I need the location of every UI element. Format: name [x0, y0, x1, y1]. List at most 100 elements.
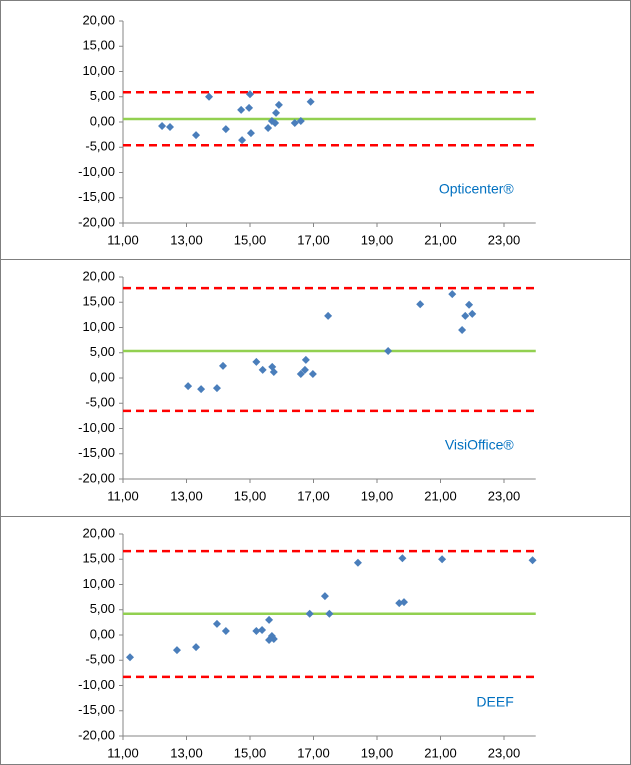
annotation: DEEF: [476, 694, 513, 710]
y-tick-label: 15,00: [82, 38, 115, 53]
y-tick-label: 5,00: [90, 344, 115, 359]
y-tick-label: 0,00: [90, 626, 115, 641]
point: [416, 300, 425, 309]
point: [192, 643, 201, 652]
y-tick-label: -15,00: [78, 445, 115, 460]
point: [246, 90, 254, 99]
y-tick-label: -5,00: [85, 395, 115, 410]
point: [296, 116, 305, 125]
y-tick-label: -20,00: [78, 470, 115, 485]
point: [384, 346, 393, 355]
point: [252, 626, 261, 635]
point: [264, 124, 273, 133]
y-tick-label: 15,00: [82, 294, 115, 309]
point: [308, 369, 317, 378]
point: [465, 300, 474, 309]
x-tick-label: 15,00: [234, 232, 267, 247]
x-tick-label: 13,00: [170, 488, 203, 503]
point: [246, 129, 255, 138]
y-tick-label: 5,00: [90, 601, 115, 616]
y-tick-label: -15,00: [78, 702, 115, 717]
point: [265, 615, 274, 624]
y-tick-label: 0,00: [90, 369, 115, 384]
point: [165, 123, 174, 132]
x-tick-label: 21,00: [424, 745, 457, 760]
point: [221, 125, 230, 134]
point: [353, 558, 362, 567]
point: [158, 122, 167, 131]
point: [245, 103, 254, 112]
y-tick-label: -10,00: [78, 420, 115, 435]
y-tick-label: -5,00: [85, 139, 115, 154]
point: [438, 555, 447, 564]
x-tick-label: 23,00: [488, 745, 521, 760]
y-tick-label: -5,00: [85, 652, 115, 667]
point: [238, 136, 247, 145]
point: [212, 619, 221, 628]
point: [237, 105, 246, 114]
y-tick-label: 20,00: [82, 12, 115, 27]
y-tick-label: 10,00: [82, 576, 115, 591]
x-tick-label: 21,00: [424, 232, 457, 247]
point: [271, 119, 280, 128]
x-tick-label: 17,00: [297, 232, 330, 247]
y-tick-label: 5,00: [90, 88, 115, 103]
x-tick-label: 13,00: [170, 745, 203, 760]
point: [205, 92, 214, 101]
y-tick-label: 15,00: [82, 551, 115, 566]
point: [192, 131, 201, 140]
point: [306, 97, 315, 106]
x-tick-label: 11,00: [107, 232, 139, 247]
point: [252, 357, 261, 366]
point: [296, 369, 305, 378]
y-tick-label: 10,00: [82, 319, 115, 334]
annotation: VisiOffice®: [445, 437, 515, 453]
y-tick-label: -10,00: [78, 164, 115, 179]
x-tick-label: 17,00: [297, 745, 330, 760]
point: [398, 554, 407, 563]
point: [258, 625, 267, 634]
y-tick-label: 20,00: [82, 268, 115, 283]
x-tick-label: 23,00: [488, 232, 521, 247]
x-tick-label: 21,00: [424, 488, 457, 503]
point: [258, 365, 267, 374]
point: [305, 609, 314, 618]
x-tick-label: 19,00: [361, 232, 394, 247]
point: [458, 326, 467, 335]
y-tick-label: 0,00: [90, 113, 115, 128]
point: [300, 365, 309, 374]
point: [197, 385, 206, 394]
x-tick-label: 11,00: [107, 745, 139, 760]
point: [269, 635, 278, 644]
point: [184, 382, 193, 391]
point: [274, 100, 283, 109]
x-tick-label: 13,00: [170, 232, 203, 247]
point: [301, 355, 310, 364]
point: [172, 646, 181, 655]
x-tick-label: 11,00: [107, 488, 139, 503]
x-tick-label: 17,00: [297, 488, 330, 503]
point: [125, 653, 134, 662]
point: [221, 626, 230, 635]
y-tick-label: -20,00: [78, 727, 115, 742]
point: [461, 311, 470, 320]
point: [219, 361, 228, 370]
y-tick-label: 10,00: [82, 63, 115, 78]
point: [528, 556, 537, 565]
annotation: Opticenter®: [439, 181, 515, 197]
point: [325, 609, 334, 618]
point: [448, 290, 457, 299]
point: [269, 367, 278, 376]
point: [324, 311, 333, 320]
point: [468, 309, 477, 318]
x-tick-label: 23,00: [488, 488, 521, 503]
y-tick-label: -15,00: [78, 189, 115, 204]
y-tick-label: -10,00: [78, 677, 115, 692]
x-tick-label: 15,00: [234, 745, 267, 760]
point: [272, 108, 281, 117]
y-tick-label: -20,00: [78, 214, 115, 229]
point: [320, 592, 329, 601]
point: [399, 598, 408, 607]
point: [212, 384, 221, 393]
